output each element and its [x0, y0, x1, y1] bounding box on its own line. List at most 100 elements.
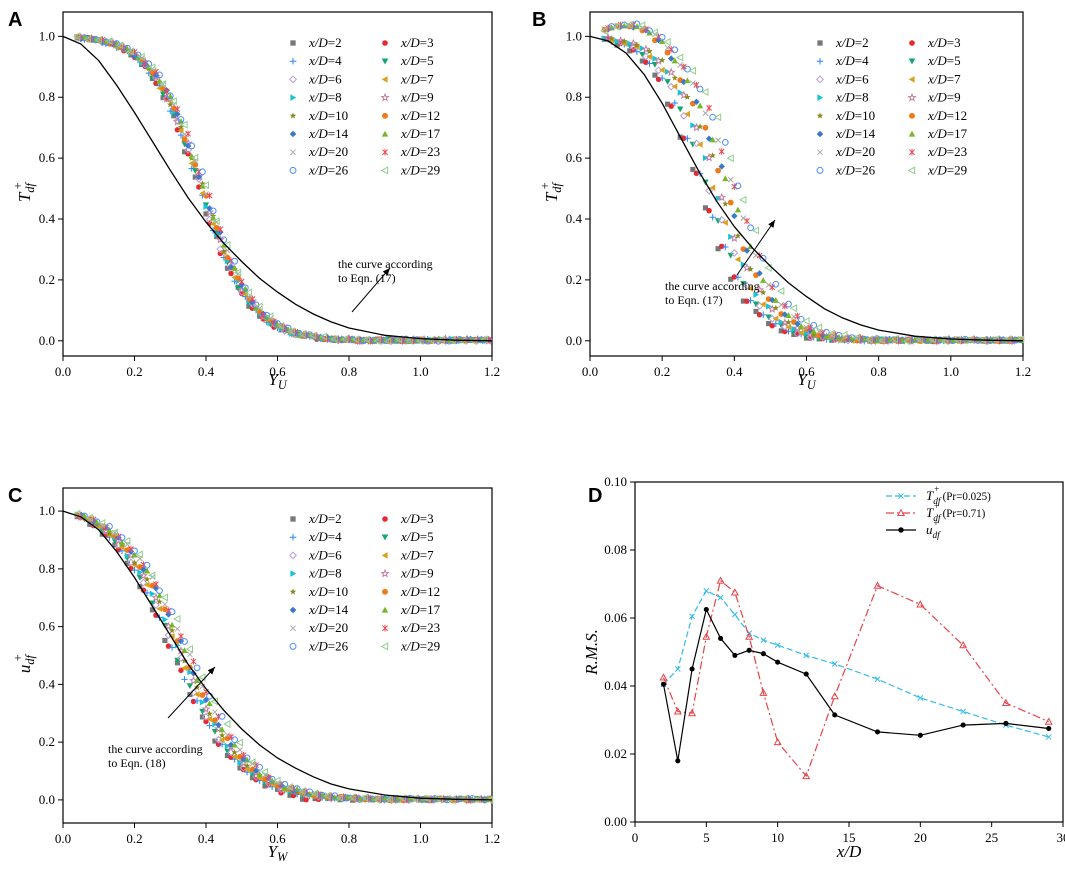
legend-val: =29: [420, 638, 440, 653]
data-point: [628, 38, 638, 48]
series-point: [703, 587, 710, 594]
data-point: [705, 135, 713, 142]
legend-var: x/D: [400, 529, 420, 544]
data-point: [706, 207, 712, 214]
data-point: [124, 541, 131, 548]
data-point: [206, 205, 213, 212]
data-point: [794, 320, 801, 328]
x-tick-label: 0.8: [341, 831, 357, 846]
data-point: [241, 284, 249, 292]
y-tick-label: 0.02: [604, 746, 627, 761]
data-point: [701, 87, 709, 97]
label-sup: +: [934, 502, 940, 512]
data-point: [167, 92, 174, 99]
data-point: [177, 637, 185, 645]
x-tick-label: 0.2: [654, 364, 670, 379]
data-point: [753, 308, 759, 314]
plot-frame: [634, 481, 1064, 823]
data-point: [212, 738, 218, 744]
label-sub: df: [933, 513, 942, 524]
data-point: [181, 657, 188, 664]
data-point: [169, 96, 177, 106]
data-point: [165, 643, 172, 649]
series-point: [702, 632, 711, 640]
data-point: [214, 724, 224, 733]
legend-entry: x/D=17: [400, 602, 441, 617]
data-point: [714, 218, 722, 225]
legend-val: =2: [328, 511, 342, 526]
data-point: [192, 161, 199, 168]
legend-marker: [898, 493, 904, 499]
data-point: [149, 582, 156, 589]
series-point: [689, 666, 695, 672]
legend-marker: [381, 76, 388, 83]
data-point: [688, 66, 696, 75]
theory-curve: [62, 510, 493, 801]
series-point: [731, 611, 738, 618]
legend-val: =26: [328, 638, 349, 653]
series-point: [675, 758, 681, 764]
data-point: [751, 226, 760, 235]
data-point: [941, 337, 949, 346]
data-point: [327, 335, 335, 343]
data-point: [643, 59, 649, 65]
data-point: [677, 89, 684, 96]
data-point: [118, 539, 126, 546]
x-tick-label: 0.6: [269, 831, 286, 846]
legend-var: x/D: [927, 35, 947, 50]
data-point: [137, 52, 145, 61]
data-point: [173, 614, 181, 623]
data-point: [612, 22, 621, 31]
legend-var: x/D: [927, 90, 947, 105]
data-point: [870, 336, 877, 343]
data-point: [244, 288, 252, 297]
data-point: [778, 301, 785, 308]
legend-var: x/D: [835, 144, 855, 159]
data-point: [650, 28, 659, 37]
panel-letter: A: [8, 9, 22, 31]
data-point: [159, 91, 167, 98]
annotation-arrow-line: [167, 666, 216, 719]
data-point: [199, 683, 206, 690]
data-point: [769, 323, 775, 329]
legend-val: =26: [855, 162, 876, 177]
legend-marker: [381, 130, 389, 137]
data-point: [181, 136, 188, 143]
data-point: [772, 315, 779, 322]
data-point: [709, 214, 716, 221]
data-point: [131, 48, 138, 56]
series-point: [1044, 717, 1053, 725]
data-point: [742, 263, 752, 272]
data-point: [658, 33, 666, 41]
legend-var: x/D: [400, 566, 420, 581]
legend-var: x/D: [308, 53, 328, 68]
series-point: [760, 651, 766, 657]
data-point: [341, 334, 349, 344]
data-point: [319, 332, 328, 341]
legend-entry: x/D=14: [835, 126, 876, 141]
data-point: [616, 36, 626, 45]
legend-marker: [290, 149, 296, 156]
series-point: [745, 632, 754, 640]
data-point: [185, 130, 192, 137]
data-point: [646, 27, 653, 35]
legend-marker: [381, 606, 389, 613]
data-point: [890, 334, 898, 344]
data-point: [233, 268, 242, 277]
y-axis-label-group: udf+: [11, 654, 37, 674]
data-point: [734, 182, 742, 190]
y-tick-label: 0.2: [39, 272, 55, 287]
data-point: [149, 590, 156, 598]
data-point: [223, 720, 231, 729]
data-point: [772, 297, 780, 303]
panel-letter: B: [532, 9, 546, 31]
data-point: [690, 166, 696, 173]
data-point: [168, 621, 176, 628]
data-point: [156, 587, 163, 595]
data-point: [349, 336, 356, 344]
data-point: [399, 338, 406, 345]
data-point: [797, 315, 805, 323]
data-point: [212, 217, 220, 226]
data-point: [664, 44, 671, 51]
legend-var: x/D: [927, 108, 947, 123]
